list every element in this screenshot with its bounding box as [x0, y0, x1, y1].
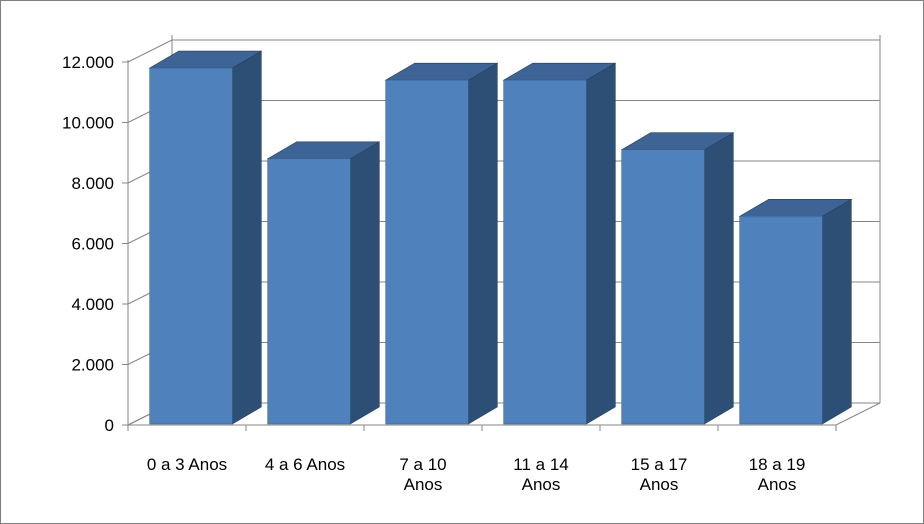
x-tick-label-line: Anos [640, 475, 679, 494]
bar [384, 62, 499, 425]
bar-front [739, 215, 823, 425]
bar-side [585, 62, 616, 425]
x-tick-label-line: 0 a 3 Anos [147, 455, 227, 474]
x-tick-label-line: 18 a 19 [749, 455, 806, 474]
y-tick-label: 2.000 [71, 356, 114, 375]
x-tick-label: 15 a 17 Anos [631, 455, 688, 494]
y-tick-label: 0 [105, 416, 114, 435]
bar-front [503, 79, 587, 425]
x-tick-label: 7 a 10 Anos [399, 455, 446, 494]
y-tick-label: 4.000 [71, 295, 114, 314]
x-tick-label-line: Anos [758, 475, 797, 494]
bar-side [703, 132, 734, 425]
bar-front [621, 149, 705, 425]
bar-front [149, 67, 233, 425]
bar-side [821, 198, 852, 425]
y-tick-label: 6.000 [71, 235, 114, 254]
bar-side [467, 62, 498, 425]
bar-side [232, 50, 262, 425]
x-tick-label-line: 15 a 17 [631, 455, 688, 474]
x-tick-label-line: 7 a 10 [399, 455, 446, 474]
gridline [127, 39, 880, 63]
x-tick-label: 11 a 14 Anos [513, 455, 568, 494]
bar-front [267, 158, 351, 425]
x-tick-label-line: 11 a 14 [513, 455, 568, 474]
x-tick-label: 18 a 19 Anos [749, 455, 806, 494]
bar [738, 198, 853, 425]
y-tick-label: 12.000 [62, 53, 114, 72]
y-tick-label: 8.000 [71, 174, 114, 193]
x-tick-label: 0 a 3 Anos [147, 455, 227, 474]
bar [266, 141, 381, 425]
x-tick-label: 4 a 6 Anos [265, 455, 345, 474]
x-tick-label-line: 4 a 6 Anos [265, 455, 345, 474]
x-tick-label-line: Anos [522, 475, 561, 494]
bar-side [349, 141, 380, 425]
x-tick-label-line: Anos [404, 475, 443, 494]
y-tick-label: 10.000 [62, 114, 114, 133]
bar [620, 132, 735, 425]
bar [148, 50, 263, 425]
bar [502, 62, 617, 425]
bar-front [385, 79, 469, 425]
